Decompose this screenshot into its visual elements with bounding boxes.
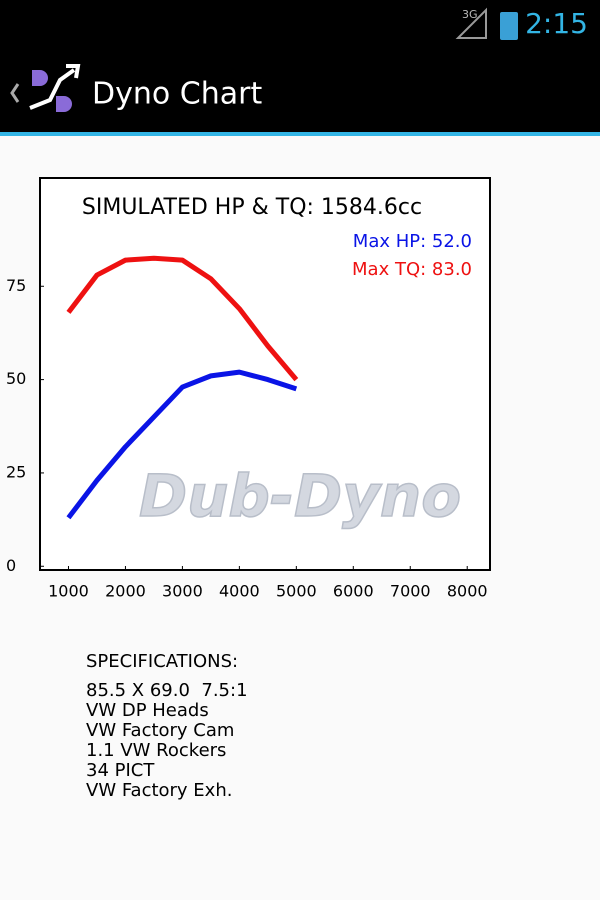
battery-icon xyxy=(500,12,518,40)
series-line xyxy=(66,369,298,520)
x-tick-label: 6000 xyxy=(333,582,374,601)
action-bar[interactable] xyxy=(0,48,600,134)
chart-title: SIMULATED HP & TQ: 1584.6cc xyxy=(82,195,422,220)
x-tick-label: 8000 xyxy=(447,582,488,601)
spec-line: 34 PICT xyxy=(86,760,155,781)
spec-line: 85.5 X 69.0 7.5:1 xyxy=(86,680,248,701)
annotation: Max HP: 52.0 xyxy=(353,231,472,252)
clock: 2:15 xyxy=(525,7,588,40)
spec-line: 1.1 VW Rockers xyxy=(86,740,226,761)
y-tick-label: 75 xyxy=(6,276,26,295)
x-tick-label: 5000 xyxy=(276,582,317,601)
screen-title: Dyno Chart xyxy=(92,77,262,112)
x-tick-label: 7000 xyxy=(390,582,431,601)
y-tick-label: 0 xyxy=(6,556,16,575)
action-bar-divider xyxy=(0,132,600,136)
spec-line: VW Factory Cam xyxy=(86,720,234,741)
network-type: 3G xyxy=(462,8,478,21)
series-line xyxy=(66,255,299,382)
up-icon[interactable] xyxy=(10,83,20,103)
signal-icon xyxy=(455,7,487,39)
spec-line: VW Factory Exh. xyxy=(86,780,232,801)
x-tick-label: 1000 xyxy=(48,582,89,601)
x-tick-label: 3000 xyxy=(162,582,203,601)
spec-line: VW DP Heads xyxy=(86,700,209,721)
watermark: Dub-Dyno xyxy=(139,462,461,530)
y-tick-label: 25 xyxy=(6,462,26,481)
annotation: Max TQ: 83.0 xyxy=(352,259,472,280)
spec-heading: SPECIFICATIONS: xyxy=(86,651,238,672)
plot-frame xyxy=(39,177,491,571)
x-tick-label: 2000 xyxy=(105,582,146,601)
app-icon[interactable] xyxy=(29,64,81,112)
x-tick-label: 4000 xyxy=(219,582,260,601)
y-tick-label: 50 xyxy=(6,369,26,388)
